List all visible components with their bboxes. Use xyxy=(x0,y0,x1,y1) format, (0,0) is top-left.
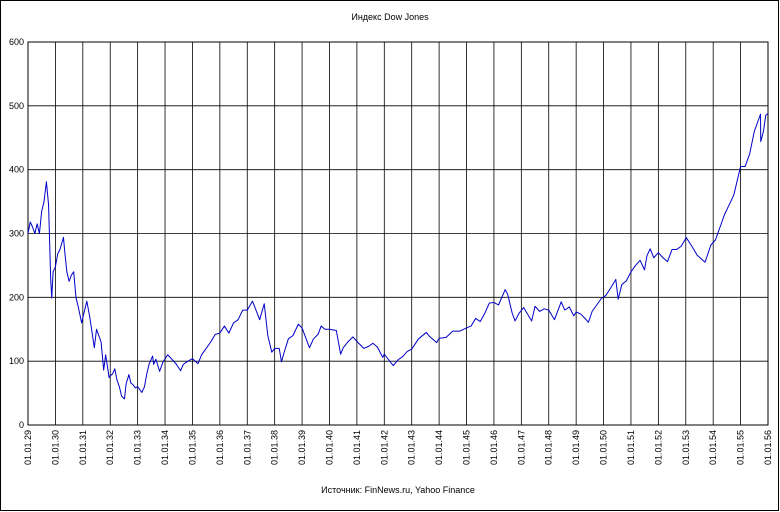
chart-title: Индекс Dow Jones xyxy=(351,12,429,22)
x-tick-label: 01.01.37 xyxy=(242,430,252,465)
y-tick-label: 200 xyxy=(9,292,24,302)
source-note: Источник: FinNews.ru, Yahoo Finance xyxy=(321,485,475,495)
y-tick-label: 500 xyxy=(9,101,24,111)
x-tick-label: 01.01.51 xyxy=(626,430,636,465)
x-tick-label: 01.01.47 xyxy=(516,430,526,465)
x-tick-label: 01.01.29 xyxy=(23,430,33,465)
x-tick-label: 01.01.36 xyxy=(215,430,225,465)
x-tick-label: 01.01.30 xyxy=(50,430,60,465)
x-tick-label: 01.01.52 xyxy=(653,430,663,465)
x-tick-label: 01.01.41 xyxy=(352,430,362,465)
y-tick-label: 100 xyxy=(9,356,24,366)
x-tick-label: 01.01.54 xyxy=(708,430,718,465)
x-tick-label: 01.01.39 xyxy=(297,430,307,465)
x-tick-label: 01.01.43 xyxy=(407,430,417,465)
x-tick-label: 01.01.45 xyxy=(462,430,472,465)
y-tick-label: 0 xyxy=(19,420,24,430)
x-tick-label: 01.01.40 xyxy=(324,430,334,465)
x-tick-label: 01.01.50 xyxy=(599,430,609,465)
x-tick-label: 01.01.56 xyxy=(763,430,773,465)
x-tick-label: 01.01.55 xyxy=(736,430,746,465)
x-tick-label: 01.01.34 xyxy=(160,430,170,465)
x-tick-label: 01.01.53 xyxy=(681,430,691,465)
x-tick-label: 01.01.46 xyxy=(489,430,499,465)
x-tick-label: 01.01.35 xyxy=(187,430,197,465)
y-tick-label: 300 xyxy=(9,229,24,239)
y-tick-label: 600 xyxy=(9,37,24,47)
y-tick-label: 400 xyxy=(9,165,24,175)
x-tick-label: 01.01.49 xyxy=(571,430,581,465)
data-line xyxy=(27,113,769,400)
x-tick-label: 01.01.44 xyxy=(434,430,444,465)
x-tick-label: 01.01.31 xyxy=(78,430,88,465)
x-tick-label: 01.01.38 xyxy=(270,430,280,465)
x-tick-label: 01.01.32 xyxy=(105,430,115,465)
x-tick-label: 01.01.48 xyxy=(544,430,554,465)
x-tick-label: 01.01.42 xyxy=(379,430,389,465)
x-tick-label: 01.01.33 xyxy=(133,430,143,465)
